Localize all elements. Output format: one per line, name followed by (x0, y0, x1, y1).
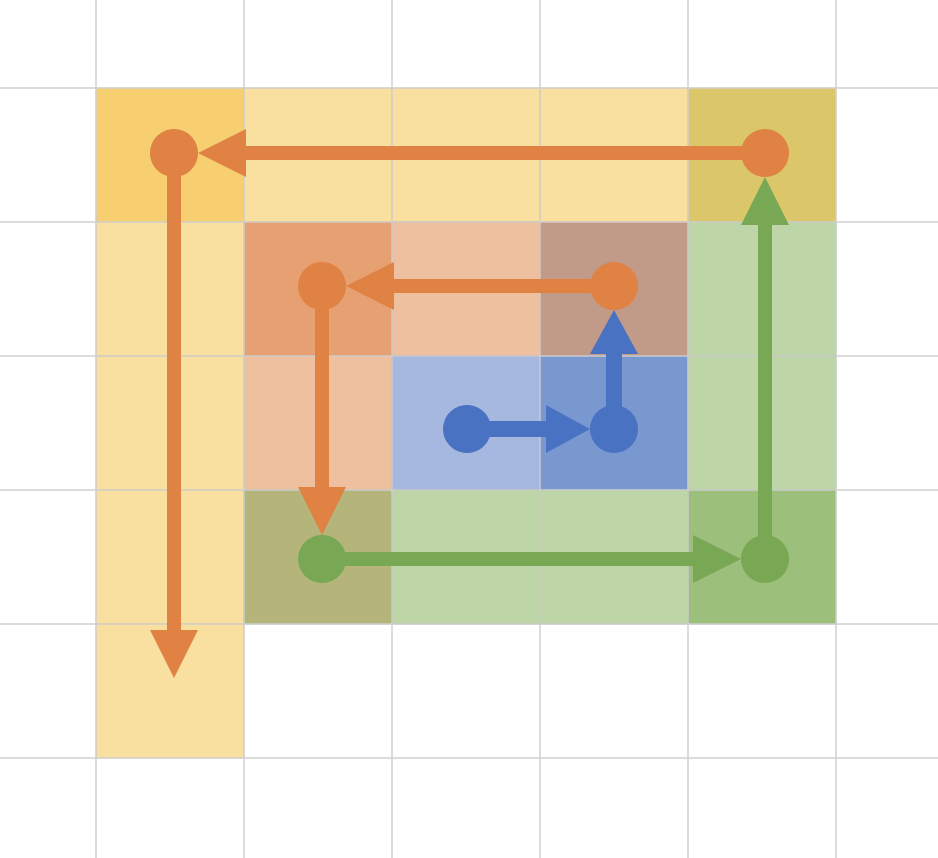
arrow-head (150, 630, 198, 678)
arrow-head (198, 129, 246, 177)
arrow-head (590, 310, 638, 354)
arrow-head (546, 405, 590, 453)
arrow-head (741, 177, 789, 225)
arrow-head (298, 487, 346, 535)
arrow-layer (150, 129, 789, 678)
arrow-head (346, 262, 394, 310)
arrow-head (693, 535, 741, 583)
